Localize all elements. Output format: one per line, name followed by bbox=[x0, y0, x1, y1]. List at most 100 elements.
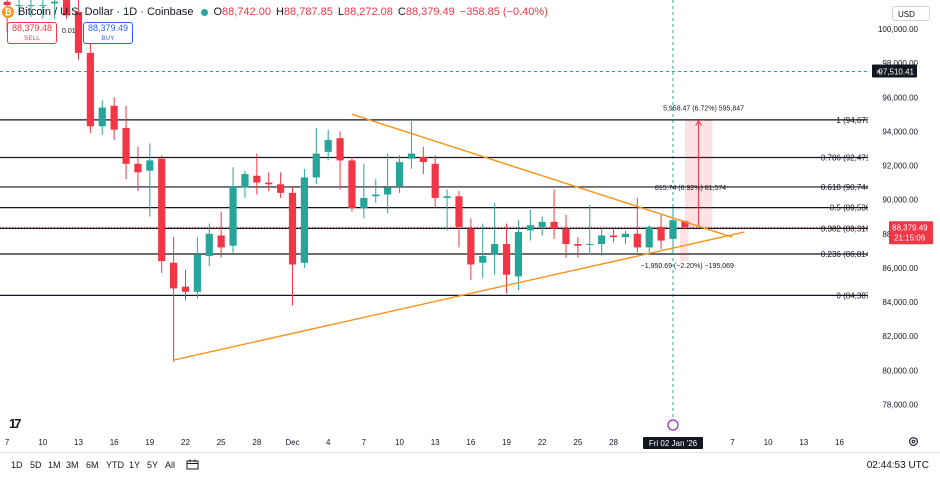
last-price-badge bbox=[889, 221, 933, 245]
symbol-title[interactable]: Bitcoin / U.S. Dollar · 1D · Coinbase bbox=[18, 6, 194, 18]
timeframe-1y[interactable]: 1Y bbox=[129, 460, 141, 470]
y-axis-tick-label: 94,000.00 bbox=[882, 127, 918, 136]
y-axis-tick-label: 84,000.00 bbox=[882, 298, 918, 307]
candle-body bbox=[312, 153, 320, 178]
candle-body bbox=[419, 156, 427, 163]
fib-level-label: 0.618 (90,744.00) bbox=[821, 183, 884, 192]
candle-body bbox=[229, 185, 237, 246]
fib-level-label: 0.236 (86,814.95) bbox=[821, 250, 884, 259]
candle-body bbox=[550, 221, 558, 229]
candle-body bbox=[181, 286, 190, 292]
candle-body bbox=[27, 5, 35, 7]
candle-body bbox=[384, 187, 392, 195]
market-open-icon bbox=[201, 8, 209, 16]
candle-body bbox=[621, 233, 630, 238]
sell-price: 88,379.48 bbox=[11, 23, 53, 33]
candle-body bbox=[39, 5, 47, 7]
y-axis-tick-label: 96,000.00 bbox=[882, 93, 918, 102]
x-axis-tick-label: 16 bbox=[835, 438, 844, 447]
utc-clock[interactable]: 02:44:53 UTC bbox=[866, 460, 929, 471]
x-axis-tick-label: 4 bbox=[326, 438, 331, 447]
x-axis-tick-label: 13 bbox=[799, 438, 808, 447]
timeframe-1m[interactable]: 1M bbox=[48, 460, 61, 470]
date-range-icon[interactable] bbox=[186, 459, 199, 470]
ohlc-low: L88,272.08 bbox=[337, 6, 393, 18]
candle-body bbox=[300, 177, 308, 263]
currency-button[interactable]: USD bbox=[892, 6, 930, 21]
candle-body bbox=[395, 162, 404, 186]
candle-body bbox=[479, 255, 487, 263]
x-axis-tick-label: 13 bbox=[74, 438, 83, 447]
candle-body bbox=[241, 174, 249, 188]
candle-body bbox=[372, 194, 380, 197]
candle-body bbox=[455, 196, 463, 227]
triangle-upper-line bbox=[351, 113, 733, 238]
fib-level-label: 0 (84,387.58) bbox=[836, 291, 884, 300]
fib-level-label: 0.786 (92,471.95) bbox=[821, 153, 884, 162]
x-axis-tick-label: 10 bbox=[395, 438, 404, 447]
candle-body bbox=[122, 127, 130, 164]
x-axis-tick-label: 16 bbox=[110, 438, 119, 447]
bar-countdown-label: 21:15:06 bbox=[894, 233, 926, 242]
chart-header: ₿ Bitcoin / U.S. Dollar · 1D · Coinbase … bbox=[2, 4, 553, 20]
candle-body bbox=[467, 228, 475, 265]
candle-body bbox=[645, 226, 653, 248]
candle-body bbox=[538, 221, 546, 227]
bottom-toolbar: 1D 5D 1M 3M 6M YTD 1Y 5Y All 02:44:53 UT… bbox=[0, 452, 940, 479]
candle-body bbox=[253, 175, 261, 183]
x-axis-tick-label: 22 bbox=[538, 438, 547, 447]
fib-level-label: 0.5 (89,530.31) bbox=[830, 204, 885, 213]
buy-button[interactable]: 88,379.49 BUY bbox=[83, 22, 133, 44]
timeframe-1d[interactable]: 1D bbox=[11, 460, 23, 470]
spread-value: 0.01 bbox=[62, 28, 76, 35]
measure-down-label: −1,950.69 (−2.20%) −195,069 bbox=[641, 263, 734, 270]
crosshair-price-label: 97,510.41 bbox=[878, 67, 914, 76]
x-axis-tick-label: 28 bbox=[609, 438, 618, 447]
y-axis-tick-label: 90,000.00 bbox=[882, 196, 918, 205]
tradingview-logo[interactable]: 17 bbox=[9, 416, 22, 431]
candle-body bbox=[62, 0, 71, 16]
timeframe-6m[interactable]: 6M bbox=[86, 460, 99, 470]
timeframe-ytd[interactable]: YTD bbox=[106, 460, 124, 470]
candle-body bbox=[633, 233, 641, 248]
candle-body bbox=[407, 153, 416, 159]
timeframe-all[interactable]: All bbox=[165, 460, 176, 470]
cursor-date-label: Fri 02 Jan '26 bbox=[649, 439, 698, 448]
fib-level-label: 1 (94,673.04) bbox=[836, 116, 884, 125]
candle-body bbox=[586, 244, 594, 246]
y-axis-tick-label: 78,000.00 bbox=[882, 400, 918, 409]
gear-icon[interactable] bbox=[908, 436, 919, 447]
ohlc-open: O88,742.00 bbox=[213, 6, 271, 18]
x-axis-tick-label: 13 bbox=[431, 438, 440, 447]
candle-body bbox=[288, 192, 297, 265]
timeframe-5d[interactable]: 5D bbox=[30, 460, 42, 470]
candle-body bbox=[669, 220, 677, 239]
candle-body bbox=[526, 225, 534, 231]
candle-body bbox=[336, 138, 344, 161]
ohlc-high: H88,787.85 bbox=[275, 6, 333, 18]
timeframe-5y[interactable]: 5Y bbox=[147, 460, 159, 470]
x-axis-tick-label: 7 bbox=[730, 438, 735, 447]
candle-body bbox=[562, 228, 570, 245]
candle-body bbox=[146, 160, 154, 171]
candle-body bbox=[3, 1, 11, 6]
timeframe-3m[interactable]: 3M bbox=[66, 460, 79, 470]
measure-mid-label: 815.74 (0.92%) 81,574 bbox=[655, 185, 726, 192]
candle-body bbox=[514, 232, 523, 277]
candle-body bbox=[15, 5, 23, 7]
candle-body bbox=[609, 235, 618, 238]
y-axis-tick-label: 92,000.00 bbox=[882, 162, 918, 171]
buy-label: BUY bbox=[101, 36, 115, 42]
event-marker-icon bbox=[667, 419, 679, 431]
y-axis-tick-label: 80,000.00 bbox=[882, 366, 918, 375]
candle-body bbox=[574, 244, 582, 246]
candle-body bbox=[431, 163, 439, 198]
sell-button[interactable]: 88,379.48 SELL bbox=[7, 22, 57, 44]
y-axis-tick-label: 100,000.00 bbox=[878, 25, 919, 34]
ohlc-close: C88,379.49 bbox=[397, 6, 455, 18]
last-price-label: 88,379.49 bbox=[892, 223, 928, 232]
sell-label: SELL bbox=[24, 36, 40, 42]
candle-body bbox=[324, 139, 332, 152]
x-axis-tick-label: 25 bbox=[217, 438, 226, 447]
